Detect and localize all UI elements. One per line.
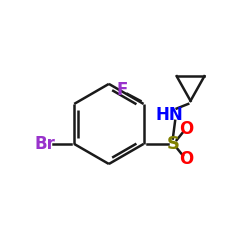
Text: Br: Br [34,135,56,153]
Text: F: F [116,81,128,99]
Text: S: S [166,135,179,153]
Text: HN: HN [155,106,183,124]
Text: O: O [180,150,194,168]
Text: O: O [180,120,194,138]
